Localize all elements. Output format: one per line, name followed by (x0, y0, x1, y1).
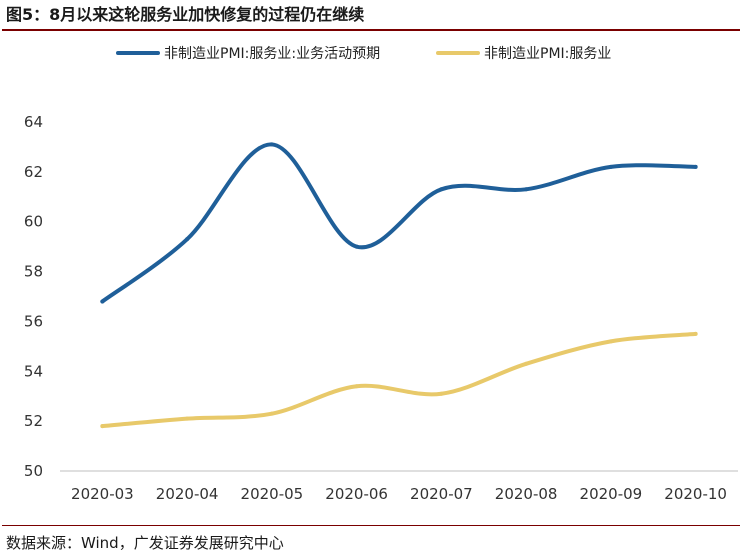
data-point (608, 164, 613, 169)
chart-legend: 非制造业PMI:服务业:业务活动预期 非制造业PMI:服务业 (116, 46, 611, 62)
data-point (354, 244, 359, 249)
data-point (439, 391, 444, 396)
x-tick-label: 2020-07 (410, 485, 473, 503)
data-point (185, 416, 190, 421)
series-line-2 (100, 331, 698, 429)
series-line-1 (100, 142, 698, 304)
y-tick-label: 50 (24, 462, 43, 480)
figure-title: 图5：8月以来这轮服务业加快修复的过程仍在继续 (6, 5, 365, 24)
data-point (693, 331, 698, 336)
data-point (354, 384, 359, 389)
data-point (693, 164, 698, 169)
source-note: 数据来源：Wind，广发证券发展研究中心 (6, 534, 284, 552)
y-tick-label: 54 (24, 362, 43, 380)
x-axis: 2020-03 2020-04 2020-05 2020-06 2020-07 2020-… (60, 470, 738, 503)
data-point (269, 411, 274, 416)
x-tick-label: 2020-09 (580, 485, 643, 503)
y-tick-label: 64 (24, 113, 43, 131)
series-layer (100, 142, 698, 429)
x-tick-label: 2020-04 (156, 485, 219, 503)
data-point (100, 424, 105, 429)
x-tick-label: 2020-10 (664, 485, 727, 503)
data-point (269, 142, 274, 147)
x-tick-label: 2020-03 (71, 485, 134, 503)
data-point (185, 237, 190, 242)
data-point (100, 299, 105, 304)
y-tick-label: 58 (24, 263, 43, 281)
data-point (439, 187, 444, 192)
data-point (524, 361, 529, 366)
y-tick-label: 52 (24, 412, 43, 430)
data-point (608, 339, 613, 344)
y-tick-label: 56 (24, 312, 43, 330)
y-tick-label: 60 (24, 213, 43, 231)
data-point (524, 187, 529, 192)
x-tick-label: 2020-05 (241, 485, 304, 503)
line-chart: 非制造业PMI:服务业:业务活动预期 非制造业PMI:服务业 50 52 54 56 58… (24, 46, 738, 503)
legend-label-1: 非制造业PMI:服务业:业务活动预期 (164, 46, 380, 62)
legend-label-2: 非制造业PMI:服务业 (484, 46, 611, 62)
y-tick-label: 62 (24, 163, 43, 181)
y-axis: 50 52 54 56 58 60 62 64 (24, 113, 43, 480)
title-rule (2, 29, 740, 31)
source-rule (2, 525, 740, 526)
x-tick-label: 2020-06 (325, 485, 388, 503)
x-tick-label: 2020-08 (495, 485, 558, 503)
